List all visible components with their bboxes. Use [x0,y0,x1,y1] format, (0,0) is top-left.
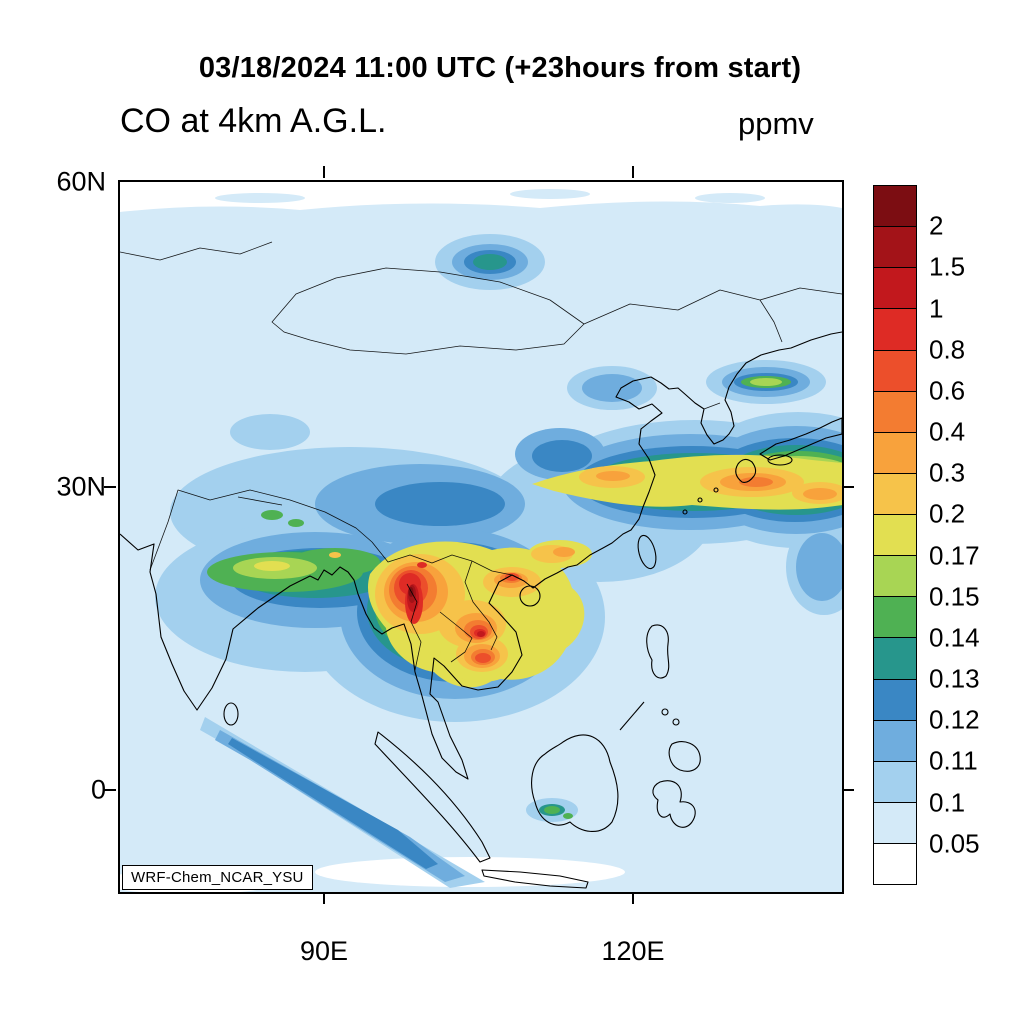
colorbar-swatch [873,349,917,392]
tick-bottom-90e [323,892,325,904]
colorbar-label: 0.15 [929,581,980,612]
colorbar-swatch [873,472,917,515]
colorbar-swatch [873,431,917,474]
units-label: ppmv [738,106,814,141]
colorbar-swatch [873,596,917,639]
tick-top-120e [632,166,634,178]
colorbar-label: 1 [929,293,944,324]
tick-left-30n [104,486,116,488]
colorbar-label: 0.8 [929,334,966,365]
colorbar-swatch [873,801,917,844]
colorbar-label: 0.4 [929,416,966,447]
colorbar-label: 0.2 [929,498,966,529]
map-figure [120,182,842,892]
map-panel: WRF-Chem_NCAR_YSU [118,180,844,894]
colorbar-label: 0.14 [929,622,980,653]
colorbar-swatch [873,678,917,721]
tick-right-0 [842,789,854,791]
colorbar-swatch [873,514,917,557]
colorbar-swatch [873,226,917,269]
ytick-0: 0 [90,774,106,805]
colorbar-swatch [873,390,917,433]
colorbar-label: 0.12 [929,704,980,735]
colorbar-label: 0.05 [929,828,980,859]
colorbar-swatch [873,760,917,803]
colorbar-label: 0.13 [929,663,980,694]
tick-right-30n [842,486,854,488]
colorbar-label: 0.11 [929,745,978,776]
colorbar-labels: 2 1.5 1 0.8 0.6 0.4 0.3 0.2 0.17 0.15 0.14 0.13 0.12… [929,185,999,885]
ytick-30n: 30N [56,471,106,502]
ytick-60n: 60N [56,166,106,197]
coastlines-layer [120,331,842,889]
colorbar-swatch [873,637,917,680]
tick-top-90e [323,166,325,178]
xtick-90e: 90E [299,936,349,966]
colorbar-swatch [873,267,917,310]
colorbar-label: 0.3 [929,457,966,488]
model-watermark: WRF-Chem_NCAR_YSU [122,865,313,890]
colorbar-label: 0.6 [929,375,966,406]
colorbar-label: 2 [929,210,944,241]
xtick-120e: 120E [601,936,665,966]
figure-subtitle: CO at 4km A.G.L. [120,102,387,140]
colorbar-swatch [873,843,917,886]
country-borders-layer [120,241,842,671]
colorbar-swatch [873,555,917,598]
colorbar [873,185,917,886]
figure-title: 03/18/2024 11:00 UTC (+23hours from star… [198,52,802,84]
tick-left-0 [104,789,116,791]
tick-bottom-120e [632,892,634,904]
colorbar-label: 1.5 [929,251,966,282]
colorbar-swatch [873,308,917,351]
colorbar-swatch [873,719,917,762]
colorbar-label: 0.1 [929,787,966,818]
colorbar-label: 0.17 [929,540,980,571]
colorbar-swatch [873,185,917,228]
